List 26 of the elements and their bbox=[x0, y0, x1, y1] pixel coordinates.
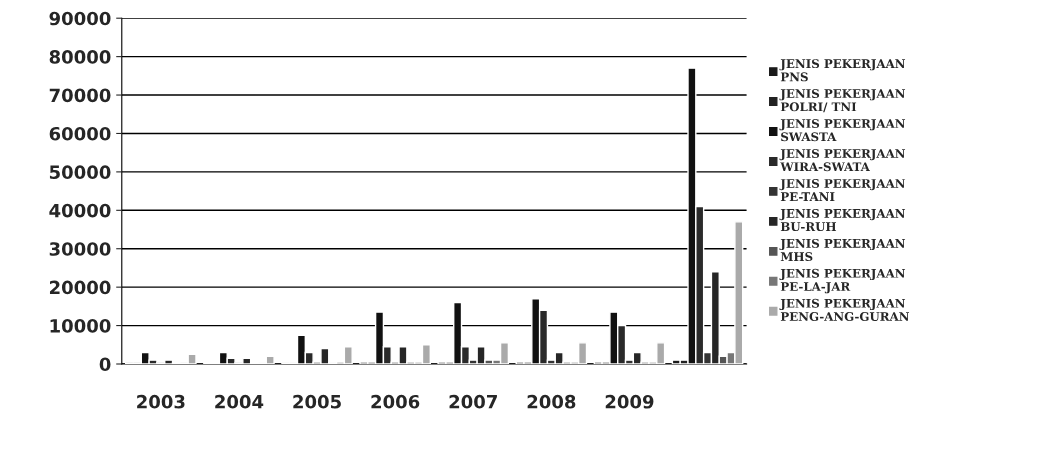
legend-label: JENIS PEKERJAAN PENG-ANG-GURAN bbox=[779, 298, 910, 321]
x-tick-label: 2003 bbox=[137, 394, 185, 409]
legend-label: JENIS PEKERJAAN SWASTA bbox=[779, 119, 906, 142]
x-tick-label: 2008 bbox=[527, 394, 576, 409]
y-tick-label: 80000 bbox=[49, 50, 111, 64]
y-tick-label: 0 bbox=[99, 357, 111, 372]
legend-label: JENIS PEKERJAAN BU-RUH bbox=[779, 208, 906, 232]
legend-label: JENIS PEKERJAAN POLRI/ TNI bbox=[779, 89, 906, 113]
legend-label: JENIS PEKERJAAN MHS bbox=[779, 238, 906, 262]
x-tick-label: 2007 bbox=[449, 394, 497, 409]
legend-label: JENIS PEKERJAAN WIRA-SWATA bbox=[779, 149, 906, 172]
y-tick-label: 10000 bbox=[50, 319, 111, 333]
legend-label: JENIS PEKERJAAN PE-TANI bbox=[779, 178, 906, 201]
legend-label: JENIS PEKERJAAN PE-LA-JAR bbox=[779, 268, 906, 294]
y-tick-label: 30000 bbox=[49, 242, 111, 256]
x-tick-label: 2009 bbox=[605, 394, 654, 409]
y-tick-label: 60000 bbox=[49, 126, 111, 141]
x-tick-label: 2006 bbox=[371, 394, 420, 409]
y-tick-label: 70000 bbox=[49, 88, 111, 103]
x-tick-label: 2005 bbox=[293, 394, 341, 409]
y-tick-label: 50000 bbox=[49, 165, 111, 180]
y-tick-label: 40000 bbox=[49, 203, 111, 218]
legend-label: JENIS PEKERJAAN PNS bbox=[779, 59, 906, 82]
y-tick-label: 20000 bbox=[49, 280, 111, 295]
x-tick-label: 2004 bbox=[215, 394, 264, 409]
y-tick-label: 90000 bbox=[49, 11, 111, 26]
